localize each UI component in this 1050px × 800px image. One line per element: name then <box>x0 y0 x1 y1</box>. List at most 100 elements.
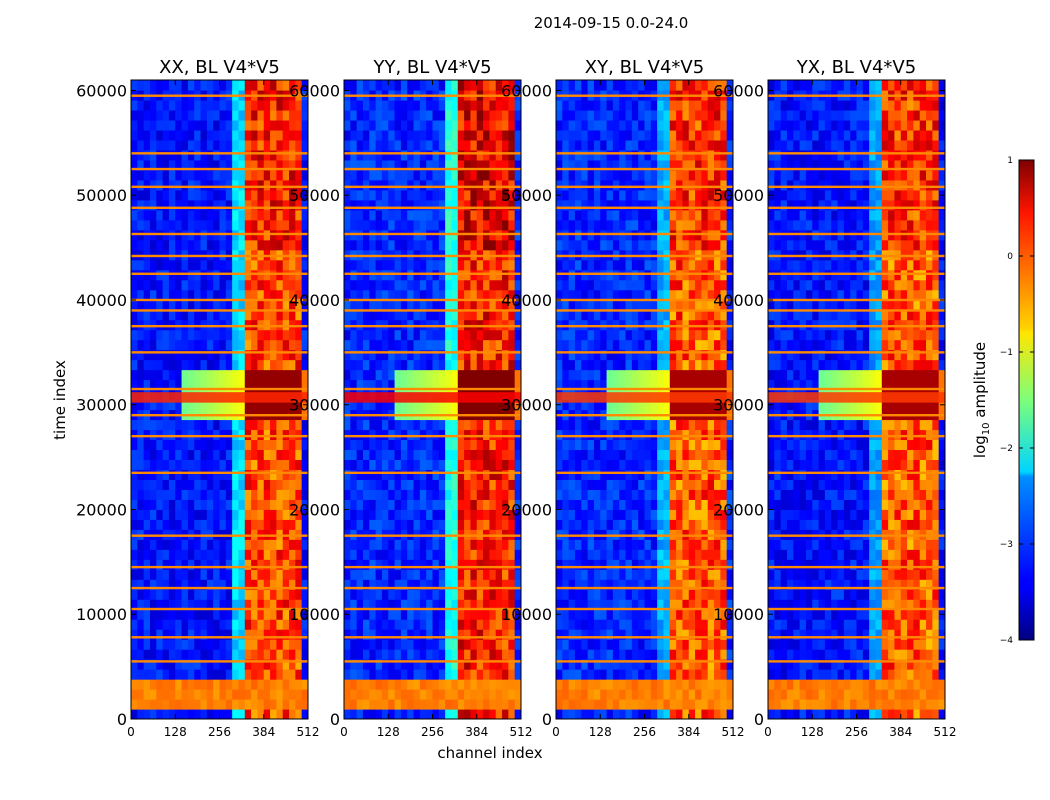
heatmap-cell <box>676 279 684 291</box>
heatmap-cell <box>438 629 446 640</box>
heatmap-cell <box>263 299 271 311</box>
heatmap-cell <box>295 259 303 271</box>
heatmap-cell <box>657 279 665 291</box>
heatmap-cell <box>426 569 434 580</box>
heatmap-cell <box>669 99 677 111</box>
heatmap-cell <box>301 80 308 91</box>
heatmap-cell <box>400 459 408 470</box>
heatmap-cell <box>213 209 221 221</box>
heatmap-cell <box>244 309 252 321</box>
heatmap-cell <box>502 319 509 331</box>
heatmap-cell <box>476 479 484 490</box>
heatmap-cell <box>276 139 284 151</box>
heatmap-cell <box>587 299 595 311</box>
heatmap-cell <box>257 579 265 590</box>
heatmap-cell <box>162 589 170 600</box>
heatmap-cell <box>232 609 240 620</box>
heatmap-cell <box>156 149 164 161</box>
heatmap-cell <box>451 519 459 530</box>
heatmap-cell <box>282 639 290 650</box>
heatmap-cell <box>276 569 284 580</box>
heatmap-cell <box>508 159 516 171</box>
heatmap-cell <box>657 299 665 311</box>
heatmap-cell <box>181 179 189 191</box>
heatmap-cell <box>483 239 490 251</box>
heatmap-cell <box>206 569 214 580</box>
heatmap-cell <box>451 659 459 670</box>
heatmap-cell <box>400 339 408 351</box>
heatmap-cell <box>438 159 446 171</box>
heatmap-cell <box>175 369 183 381</box>
heatmap-cell <box>413 80 421 91</box>
heatmap-cell <box>419 379 427 391</box>
heatmap-cell <box>470 329 478 341</box>
heatmap-cell <box>168 609 176 620</box>
heatmap-cell <box>451 429 459 441</box>
heatmap-cell <box>426 499 434 510</box>
heatmap-cell <box>168 299 176 311</box>
heatmap-cell <box>282 599 290 610</box>
heatmap-cell <box>375 419 383 431</box>
heatmap-cell <box>301 439 308 451</box>
heatmap-cell <box>644 649 652 660</box>
heatmap-cell <box>137 309 145 321</box>
flag-row <box>131 254 308 258</box>
heatmap-cell <box>606 319 614 331</box>
heatmap-cell <box>362 669 370 680</box>
heatmap-cell <box>625 169 633 181</box>
heatmap-cell <box>295 609 303 620</box>
heatmap-cell <box>219 469 227 480</box>
heatmap-cell <box>593 239 601 251</box>
heatmap-cell <box>445 139 453 151</box>
heatmap-cell <box>413 219 421 231</box>
heatmap-cell <box>251 629 259 640</box>
heatmap-cell <box>381 339 389 351</box>
heatmap-cell <box>574 519 582 530</box>
heatmap-cell <box>219 419 227 431</box>
heatmap-cell <box>663 289 671 301</box>
heatmap-cell <box>644 159 652 171</box>
heatmap-cell <box>282 339 290 351</box>
heatmap-cell <box>438 99 446 111</box>
heatmap-cell <box>344 109 351 121</box>
heatmap-cell <box>194 589 202 600</box>
heatmap-cell <box>270 419 277 431</box>
heatmap-cell <box>556 579 563 590</box>
heatmap-cell <box>631 309 639 321</box>
heatmap-cell <box>669 459 677 470</box>
heatmap-cell <box>244 499 252 510</box>
flag-row <box>344 152 521 155</box>
heatmap-cell <box>476 289 484 301</box>
heatmap-cell <box>413 339 421 351</box>
heatmap-cell <box>162 619 170 630</box>
heatmap-cell <box>270 309 277 321</box>
flag-row <box>344 434 521 438</box>
heatmap-cell <box>270 589 277 600</box>
heatmap-cell <box>362 579 370 590</box>
heatmap-cell <box>289 609 296 620</box>
heatmap-cell <box>168 679 176 690</box>
heatmap-cell <box>419 299 427 311</box>
heatmap-cell <box>625 349 633 361</box>
heatmap-cell <box>508 509 516 520</box>
heatmap-cell <box>350 589 358 600</box>
heatmap-cell <box>289 669 296 680</box>
heatmap-cell <box>162 669 170 680</box>
heatmap-cell <box>568 519 576 530</box>
heatmap-cell <box>301 349 308 361</box>
y-tick-label: 30000 <box>289 396 340 415</box>
heatmap-cell <box>369 339 377 351</box>
heatmap-cell <box>137 709 145 719</box>
heatmap-cell <box>483 699 490 710</box>
heatmap-cell <box>593 469 601 480</box>
heatmap-cell <box>407 519 415 530</box>
heatmap-cell <box>276 629 284 640</box>
heatmap-cell <box>301 159 308 171</box>
heatmap-cell <box>502 669 509 680</box>
heatmap-cell <box>162 149 170 161</box>
heatmap-cell <box>612 709 620 719</box>
heatmap-cell <box>400 589 408 600</box>
heatmap-cell <box>219 349 227 361</box>
heatmap-cell <box>657 639 665 650</box>
heatmap-cell <box>419 159 427 171</box>
